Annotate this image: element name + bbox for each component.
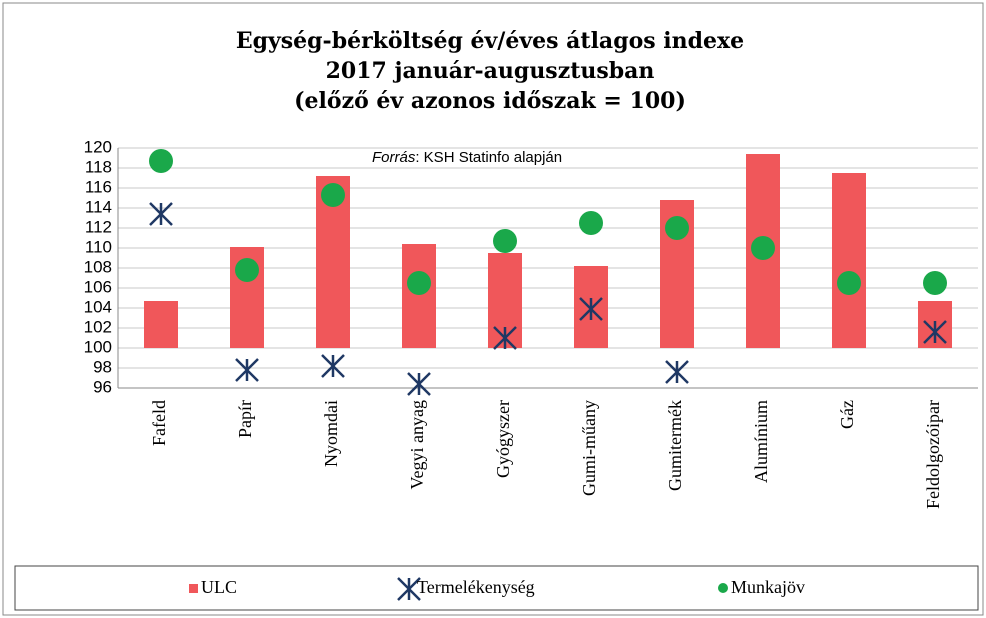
bar: [144, 301, 178, 348]
y-tick-label: 98: [93, 357, 112, 376]
star-marker: [665, 360, 689, 384]
y-tick-label: 104: [84, 297, 112, 316]
y-tick-label: 110: [85, 237, 112, 256]
y-tick-label: 96: [93, 377, 112, 396]
star-marker: [149, 202, 173, 226]
star-marker: [923, 320, 947, 344]
dot-marker: [923, 271, 947, 295]
x-tick-label: Feldolgozóipar: [923, 400, 943, 509]
y-tick-label: 108: [84, 257, 112, 276]
x-tick-label: Fafeld: [149, 400, 169, 446]
y-tick-label: 118: [85, 157, 112, 176]
y-tick-label: 114: [85, 197, 112, 216]
star-marker: [235, 358, 259, 382]
x-tick-label: Gáz: [837, 400, 857, 429]
y-tick-label: 112: [85, 217, 112, 236]
star-marker: [407, 372, 431, 396]
chart-title: Egység-bérköltség év/éves átlagos indexe: [236, 28, 744, 54]
x-tick-label: Nyomdai: [321, 400, 341, 467]
star-marker: [579, 297, 603, 321]
y-tick-label: 120: [84, 137, 112, 156]
y-tick-label: 116: [85, 177, 112, 196]
y-tick-label: 102: [84, 317, 112, 336]
x-tick-label: Gyógyszer: [493, 400, 513, 478]
legend-box: [14, 565, 979, 611]
legend-swatch: [718, 583, 728, 593]
x-tick-label: Vegyi anyag: [407, 400, 427, 489]
legend-label: Termelékenység: [417, 577, 535, 597]
dot-marker: [579, 211, 603, 235]
x-tick-label: Papír: [235, 400, 255, 438]
dot-marker: [493, 229, 517, 253]
annotation-source: Forrás: [372, 149, 416, 166]
x-tick-label: Gumi-műany: [579, 400, 599, 496]
dot-marker: [235, 258, 259, 282]
bar: [832, 173, 866, 348]
legend-label: Munkajöv: [731, 577, 805, 597]
annotation: Forrás: KSH Statinfo alapján: [372, 149, 562, 166]
dot-marker: [407, 271, 431, 295]
star-marker: [397, 577, 421, 601]
y-tick-label: 106: [84, 277, 112, 296]
star-marker: [321, 354, 345, 378]
x-tick-label: Gumitermék: [665, 400, 685, 491]
legend-swatch: [189, 584, 198, 593]
dot-marker: [837, 271, 861, 295]
legend-label: ULC: [201, 577, 237, 597]
dot-marker: [149, 149, 173, 173]
dot-marker: [751, 236, 775, 260]
x-tick-label: Alumínium: [751, 400, 771, 483]
chart-title: 2017 január-augusztusban: [326, 58, 655, 84]
annotation-text: : KSH Statinfo alapján: [415, 149, 562, 166]
y-tick-label: 100: [84, 337, 112, 356]
chart-title: (előző év azonos időszak = 100): [294, 88, 686, 114]
star-marker: [493, 326, 517, 350]
dot-marker: [321, 183, 345, 207]
dot-marker: [665, 216, 689, 240]
bar: [402, 244, 436, 348]
